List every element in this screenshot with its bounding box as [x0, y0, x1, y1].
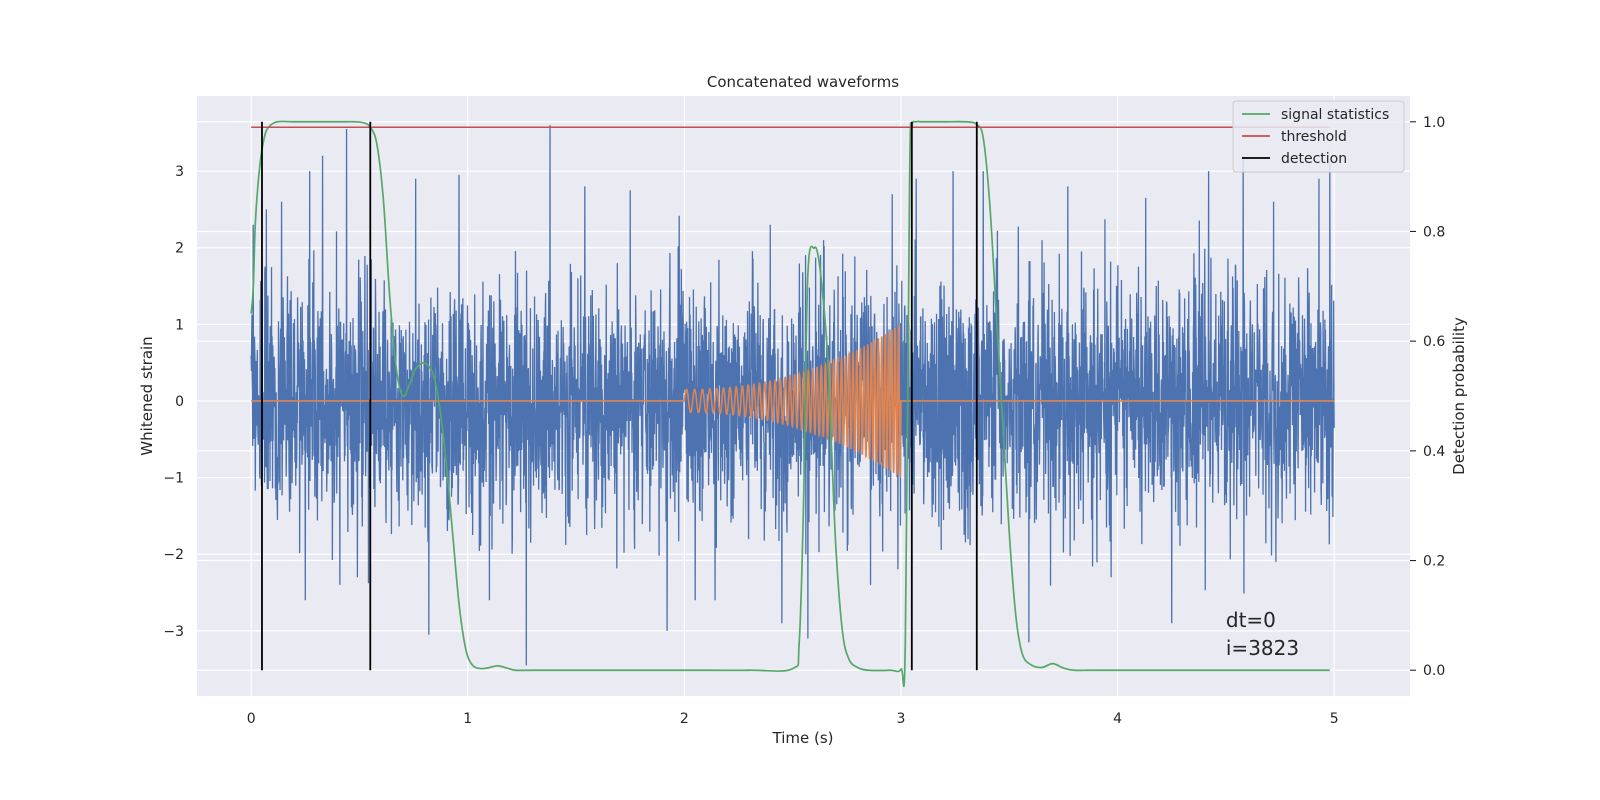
y2-tick-label-4: 0.8	[1423, 224, 1445, 240]
y-tick-label-5: 2	[175, 241, 184, 257]
y2-tick-label-0: 0.0	[1423, 663, 1445, 679]
legend-label-detection: detection	[1281, 151, 1347, 167]
y2-tick-label-3: 0.6	[1423, 334, 1445, 350]
x-tick-label-1: 1	[463, 711, 472, 727]
legend-box	[1232, 100, 1405, 173]
x-tick-label-0: 0	[247, 711, 256, 727]
y-axis-ticks: −3 −2 −1 0 1 2 3	[163, 164, 184, 640]
y-tick-label-3: 0	[175, 394, 184, 410]
y-tick-label-6: 3	[175, 164, 184, 180]
x-tick-label-3: 3	[897, 711, 906, 727]
series-signal-statistics-line	[250, 120, 1330, 687]
series-template-line	[251, 323, 1335, 478]
annotation-line-dt: dt=0	[1226, 608, 1276, 632]
y-tick-label-0: −3	[163, 624, 184, 640]
legend: signal statistics threshold detection	[1232, 100, 1405, 173]
legend-label-signal-statistics: signal statistics	[1281, 107, 1389, 123]
x-axis-label: Time (s)	[772, 729, 834, 747]
x-tick-label-2: 2	[680, 711, 689, 727]
y2-tick-label-5: 1.0	[1423, 115, 1445, 131]
chart-title: Concatenated waveforms	[707, 73, 899, 91]
legend-label-threshold: threshold	[1281, 129, 1347, 145]
y2-axis-ticks: 0.0 0.2 0.4 0.6 0.8 1.0	[1410, 115, 1445, 679]
annotation-line-index: i=3823	[1226, 636, 1299, 660]
y-tick-label-1: −2	[163, 547, 184, 563]
x-tick-label-4: 4	[1113, 711, 1122, 727]
y-tick-label-2: −1	[163, 471, 184, 487]
annotation: dt=0 i=3823	[1226, 608, 1299, 660]
x-axis-ticks: 0 1 2 3 4 5	[247, 711, 1339, 727]
plot-content	[250, 120, 1335, 687]
y2-tick-label-1: 0.2	[1423, 554, 1445, 570]
x-tick-label-5: 5	[1330, 711, 1339, 727]
y-tick-label-4: 1	[175, 317, 184, 333]
detection-lines	[261, 121, 978, 671]
y-axis-label: Whitened strain	[138, 336, 156, 455]
y2-tick-label-2: 0.4	[1423, 444, 1445, 460]
y2-axis-label: Detection probability	[1450, 317, 1468, 475]
